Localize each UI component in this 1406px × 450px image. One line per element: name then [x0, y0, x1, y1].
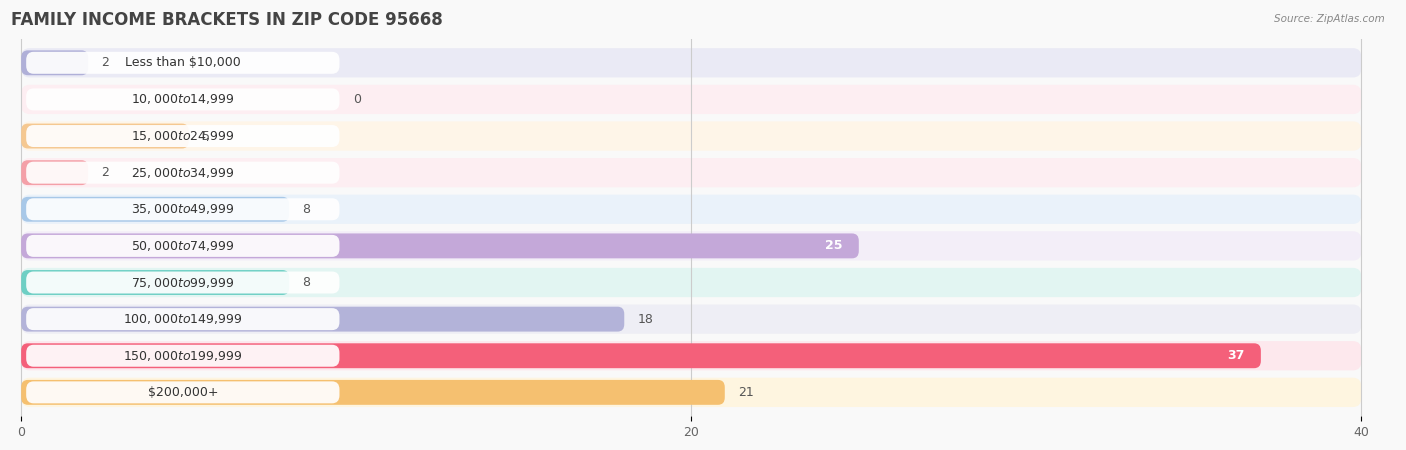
- FancyBboxPatch shape: [21, 268, 1361, 297]
- Text: 0: 0: [353, 93, 361, 106]
- FancyBboxPatch shape: [21, 234, 859, 258]
- FancyBboxPatch shape: [21, 124, 188, 148]
- Text: 21: 21: [738, 386, 754, 399]
- Text: $10,000 to $14,999: $10,000 to $14,999: [131, 92, 235, 106]
- Text: $150,000 to $199,999: $150,000 to $199,999: [124, 349, 242, 363]
- FancyBboxPatch shape: [27, 89, 339, 110]
- Text: $100,000 to $149,999: $100,000 to $149,999: [124, 312, 242, 326]
- FancyBboxPatch shape: [27, 345, 339, 367]
- Text: 8: 8: [302, 203, 311, 216]
- Text: 18: 18: [638, 313, 654, 326]
- FancyBboxPatch shape: [21, 197, 290, 222]
- FancyBboxPatch shape: [21, 50, 89, 75]
- FancyBboxPatch shape: [21, 85, 1361, 114]
- Text: 2: 2: [101, 56, 110, 69]
- FancyBboxPatch shape: [21, 341, 1361, 370]
- FancyBboxPatch shape: [27, 52, 339, 74]
- FancyBboxPatch shape: [27, 308, 339, 330]
- FancyBboxPatch shape: [21, 122, 1361, 151]
- Text: $15,000 to $24,999: $15,000 to $24,999: [131, 129, 235, 143]
- Text: Source: ZipAtlas.com: Source: ZipAtlas.com: [1274, 14, 1385, 23]
- Text: $25,000 to $34,999: $25,000 to $34,999: [131, 166, 235, 180]
- Text: 37: 37: [1227, 349, 1244, 362]
- FancyBboxPatch shape: [27, 235, 339, 257]
- FancyBboxPatch shape: [21, 160, 89, 185]
- Text: 2: 2: [101, 166, 110, 179]
- FancyBboxPatch shape: [21, 158, 1361, 187]
- FancyBboxPatch shape: [21, 195, 1361, 224]
- Text: 5: 5: [202, 130, 209, 143]
- Text: FAMILY INCOME BRACKETS IN ZIP CODE 95668: FAMILY INCOME BRACKETS IN ZIP CODE 95668: [11, 11, 443, 29]
- Text: $200,000+: $200,000+: [148, 386, 218, 399]
- FancyBboxPatch shape: [21, 231, 1361, 261]
- FancyBboxPatch shape: [21, 307, 624, 332]
- FancyBboxPatch shape: [27, 162, 339, 184]
- FancyBboxPatch shape: [27, 382, 339, 403]
- Text: $50,000 to $74,999: $50,000 to $74,999: [131, 239, 235, 253]
- FancyBboxPatch shape: [21, 378, 1361, 407]
- FancyBboxPatch shape: [27, 125, 339, 147]
- FancyBboxPatch shape: [27, 198, 339, 220]
- FancyBboxPatch shape: [21, 380, 724, 405]
- FancyBboxPatch shape: [21, 270, 290, 295]
- Text: 25: 25: [824, 239, 842, 252]
- Text: 8: 8: [302, 276, 311, 289]
- FancyBboxPatch shape: [21, 305, 1361, 334]
- Text: $35,000 to $49,999: $35,000 to $49,999: [131, 202, 235, 216]
- Text: $75,000 to $99,999: $75,000 to $99,999: [131, 275, 235, 289]
- Text: Less than $10,000: Less than $10,000: [125, 56, 240, 69]
- FancyBboxPatch shape: [21, 48, 1361, 77]
- FancyBboxPatch shape: [27, 271, 339, 293]
- FancyBboxPatch shape: [21, 343, 1261, 368]
